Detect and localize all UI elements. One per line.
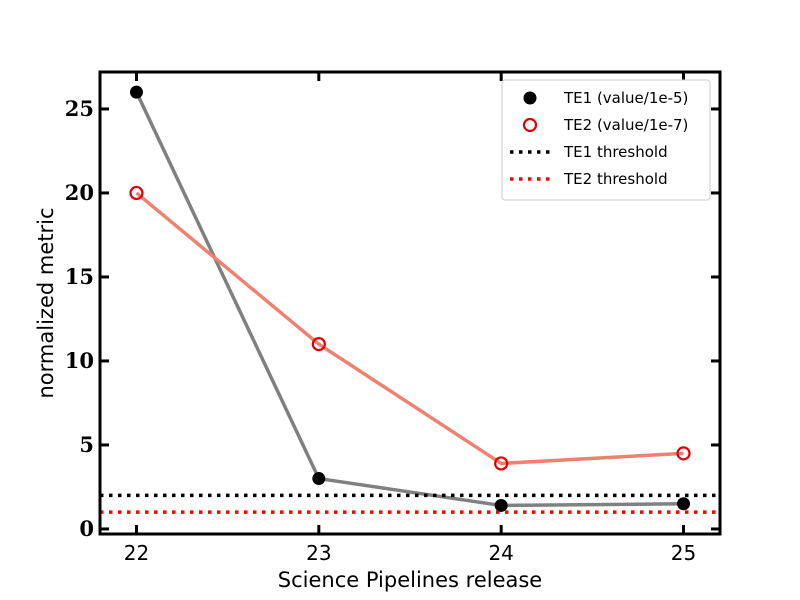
data-point-1-4	[677, 497, 691, 511]
legend-marker	[523, 91, 537, 105]
series-line-2	[135, 191, 684, 466]
legend-marker	[522, 117, 538, 133]
legend-box	[501, 79, 711, 201]
y-tick-label: 5	[79, 432, 94, 457]
y-tick-label: 0	[79, 516, 94, 541]
y-tick-label: 10	[65, 348, 94, 373]
series-lines	[134, 91, 684, 508]
x-tick-label: 22	[124, 541, 149, 565]
legend: TE1 (value/1e-5) TE2 (value/1e-7) TE1 thre…	[501, 79, 711, 201]
plot-frame	[98, 70, 722, 536]
axis-ticks	[100, 72, 720, 534]
x-tick-label: 24	[488, 541, 513, 565]
legend-label: TE1 (value/1e-5)	[563, 89, 688, 107]
data-point-2-4	[676, 446, 691, 461]
x-axis-label: Science Pipelines release	[278, 568, 542, 592]
data-point-1-3	[494, 498, 508, 512]
data-point-1-1	[129, 85, 143, 99]
y-tick-label: 15	[65, 264, 94, 289]
data-point-1-2	[312, 472, 326, 486]
y-tick-labels: 0 5 10 15 20 25	[65, 96, 94, 541]
x-tick-label: 23	[306, 541, 331, 565]
y-axis-label: normalized metric	[34, 208, 58, 399]
x-tick-label: 25	[671, 541, 696, 565]
y-tick-label: 25	[65, 96, 94, 121]
series-markers	[129, 85, 691, 512]
legend-label: TE2 (value/1e-7)	[563, 116, 688, 134]
data-point-2-3	[494, 456, 509, 471]
data-point-2-1	[129, 185, 144, 201]
legend-label: TE1 threshold	[563, 143, 668, 161]
data-point-2-2	[311, 337, 326, 352]
series-line-1	[134, 91, 684, 508]
y-tick-label: 20	[65, 180, 94, 205]
legend-label: TE2 threshold	[563, 170, 668, 188]
x-tick-labels: 22 23 24 25	[124, 541, 697, 565]
